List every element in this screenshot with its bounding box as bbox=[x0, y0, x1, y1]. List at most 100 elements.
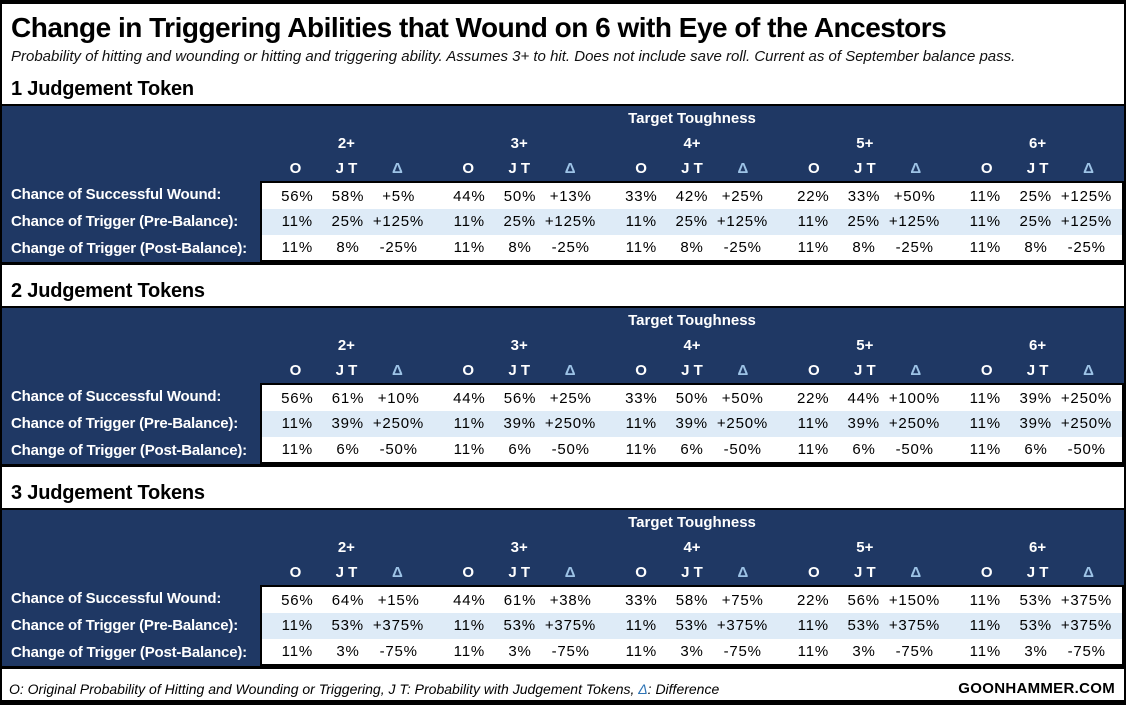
value-cell: -75% bbox=[1067, 643, 1106, 661]
column-header: O bbox=[980, 362, 993, 380]
toughness-group: 3+ bbox=[433, 135, 606, 152]
value-cell: -25% bbox=[895, 239, 934, 257]
value-cell: +375% bbox=[716, 617, 768, 635]
value-group: 11% 25% +125% bbox=[778, 213, 950, 230]
value-group: 22% 56% +150% bbox=[778, 592, 950, 609]
value-cell: +125% bbox=[372, 213, 424, 231]
value-group: 44% 50% +13% bbox=[434, 188, 606, 205]
table-row: 56% 58% +5% 44% 50% +13% 33% 42% +25% 22% 33% +50% 1… bbox=[262, 183, 1122, 209]
value-rows: 56% 64% +15% 44% 61% +38% 33% 58% +75% 22% 56% +150… bbox=[260, 585, 1124, 667]
table-row: 11% 3% -75% 11% 3% -75% 11% 3% -75% 11% 3% -75% 11% 3… bbox=[262, 639, 1122, 665]
value-cell: +38% bbox=[549, 591, 592, 609]
value-cell: 11% bbox=[969, 187, 1001, 205]
value-cell: 61% bbox=[503, 591, 537, 609]
toughness-group-label: 3+ bbox=[510, 539, 528, 557]
value-cell: 3% bbox=[336, 643, 360, 661]
toughness-group: 5+ bbox=[778, 135, 951, 152]
delta-column-header: Δ bbox=[564, 160, 576, 178]
value-cell: 11% bbox=[625, 441, 657, 459]
value-cell: 25% bbox=[1019, 187, 1052, 205]
toughness-group-label: 6+ bbox=[1029, 539, 1047, 557]
toughness-group: 3+ bbox=[433, 337, 606, 354]
value-group: 11% 53% +375% bbox=[262, 617, 434, 634]
row-label: Chance of Successful Wound: bbox=[11, 590, 222, 608]
value-cell: 11% bbox=[625, 213, 657, 231]
delta-column-header: Δ bbox=[737, 362, 749, 380]
footer: O: Original Probability of Hitting and W… bbox=[2, 677, 1124, 700]
value-cell: 6% bbox=[680, 441, 704, 459]
row-label: Chance of Successful Wound: bbox=[11, 388, 222, 406]
value-cell: 39% bbox=[847, 415, 880, 433]
value-cell: -25% bbox=[723, 239, 762, 257]
value-group: 11% 39% +250% bbox=[778, 415, 950, 432]
value-cell: 44% bbox=[453, 187, 486, 205]
value-cell: 8% bbox=[852, 239, 876, 257]
toughness-group: 4+ bbox=[606, 135, 779, 152]
delta-column-header: Δ bbox=[910, 564, 922, 582]
table-row: 56% 61% +10% 44% 56% +25% 33% 50% +50% 22% 44% +100… bbox=[262, 385, 1122, 411]
toughness-group-label: 4+ bbox=[683, 337, 701, 355]
value-group: 22% 44% +100% bbox=[778, 390, 950, 407]
column-header: J T bbox=[853, 564, 876, 582]
data-table: Target Toughness 2+ 3+ 4+ 5+ 6+ O J T Δ O J T Δ O J T… bbox=[2, 106, 1124, 266]
data-section: Chance of Successful Wound: Chance of Tri… bbox=[2, 383, 1124, 465]
value-group: 11% 39% +250% bbox=[950, 390, 1122, 407]
value-group: 56% 58% +5% bbox=[262, 188, 434, 205]
value-cell: +125% bbox=[1060, 187, 1112, 205]
value-cell: +125% bbox=[544, 213, 596, 231]
value-cell: 11% bbox=[281, 415, 313, 433]
value-group: 11% 39% +250% bbox=[950, 415, 1122, 432]
value-group: 11% 25% +125% bbox=[262, 213, 434, 230]
value-group: 11% 3% -75% bbox=[434, 643, 606, 660]
value-cell: +10% bbox=[377, 389, 420, 407]
toughness-group-label: 3+ bbox=[510, 337, 528, 355]
value-cell: 53% bbox=[675, 617, 708, 635]
section-heading: 3 Judgement Tokens bbox=[2, 480, 1124, 511]
toughness-groups-row: 2+ 3+ 4+ 5+ 6+ bbox=[2, 333, 1124, 358]
value-group: 11% 53% +375% bbox=[778, 617, 950, 634]
value-cell: 58% bbox=[675, 591, 709, 609]
toughness-groups: 2+ 3+ 4+ 5+ 6+ bbox=[260, 539, 1124, 556]
toughness-group: 4+ bbox=[606, 337, 779, 354]
value-cell: +250% bbox=[372, 415, 424, 433]
toughness-group-label: 5+ bbox=[856, 135, 874, 153]
value-cell: 33% bbox=[625, 591, 658, 609]
value-group: 11% 25% +125% bbox=[606, 213, 778, 230]
value-cell: 39% bbox=[503, 415, 536, 433]
toughness-group-label: 2+ bbox=[337, 337, 355, 355]
value-cell: +150% bbox=[888, 591, 940, 609]
value-cell: 6% bbox=[508, 441, 532, 459]
value-cell: 33% bbox=[847, 187, 881, 205]
value-cell: +25% bbox=[549, 389, 592, 407]
column-header: J T bbox=[335, 160, 358, 178]
toughness-group-label: 6+ bbox=[1029, 337, 1047, 355]
value-cell: 11% bbox=[797, 643, 829, 661]
toughness-group: 2+ bbox=[260, 539, 433, 556]
value-group: 11% 8% -25% bbox=[434, 239, 606, 256]
column-header: O bbox=[635, 362, 647, 380]
column-header: O bbox=[808, 160, 820, 178]
value-group: 11% 39% +250% bbox=[434, 415, 606, 432]
value-group: 44% 56% +25% bbox=[434, 390, 606, 407]
value-cell: +50% bbox=[721, 389, 764, 407]
toughness-groups: 2+ 3+ 4+ 5+ 6+ bbox=[260, 337, 1124, 354]
value-group: 11% 6% -50% bbox=[778, 441, 950, 458]
delta-column-header: Δ bbox=[564, 564, 576, 582]
value-cell: -25% bbox=[379, 239, 418, 257]
header-span-area: Target Toughness bbox=[260, 514, 1124, 531]
row-labels: Chance of Successful Wound: Chance of Tri… bbox=[2, 383, 260, 464]
column-header: O bbox=[808, 362, 820, 380]
delta-column-header: Δ bbox=[1083, 160, 1094, 178]
value-cell: -25% bbox=[1067, 239, 1106, 257]
value-cell: +375% bbox=[1060, 617, 1112, 635]
value-cell: 11% bbox=[969, 643, 1001, 661]
delta-column-header: Δ bbox=[737, 564, 749, 582]
value-cell: 25% bbox=[503, 213, 536, 231]
value-cell: 56% bbox=[281, 591, 314, 609]
value-cell: 11% bbox=[797, 415, 829, 433]
delta-column-header: Δ bbox=[1083, 362, 1094, 380]
row-label: Chance of Successful Wound: bbox=[11, 186, 222, 204]
